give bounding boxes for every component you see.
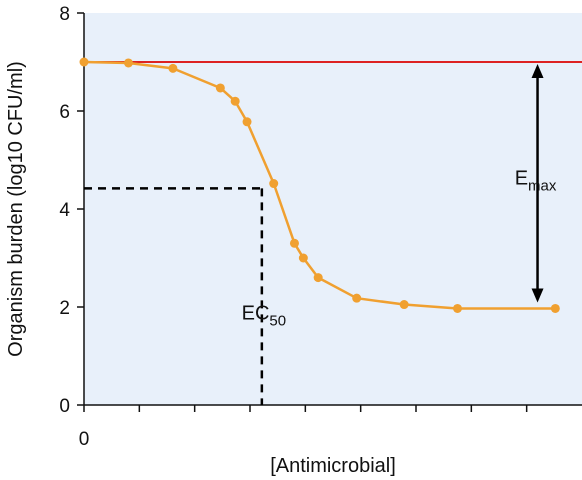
ec50-label: EC50 — [242, 302, 286, 329]
x-tick-label-0: 0 — [79, 429, 90, 450]
data-point — [168, 63, 178, 73]
emax-label-main: E — [515, 168, 528, 190]
y-tick-label-4: 4 — [59, 200, 70, 221]
data-point — [298, 253, 308, 263]
data-point — [230, 96, 240, 106]
plot-area — [84, 13, 582, 405]
data-point — [399, 300, 409, 310]
y-tick-label-6: 6 — [59, 102, 70, 123]
dose-response-curve — [83, 60, 556, 310]
emax-arrow-head-bottom — [531, 288, 544, 303]
y-tick-label-8: 8 — [59, 4, 70, 25]
emax-label: Emax — [515, 168, 557, 195]
x-axis-title: [Antimicrobial] — [270, 455, 396, 477]
y-tick-label-0: 0 — [59, 396, 70, 417]
data-point — [313, 273, 323, 283]
data-point — [215, 83, 225, 93]
emax-arrow-head-top — [531, 64, 544, 78]
data-point — [352, 293, 362, 303]
data-point — [550, 303, 560, 313]
data-point — [453, 303, 462, 313]
data-point — [269, 179, 279, 189]
ec50-label-sub: 50 — [269, 312, 286, 329]
y-axis-title: Organism burden (log10 CFU/ml) — [5, 61, 27, 357]
data-point — [123, 58, 133, 68]
y-tick-label-2: 2 — [59, 298, 70, 319]
emax-label-sub: max — [528, 178, 557, 195]
data-point — [289, 238, 299, 248]
data-point — [79, 57, 89, 67]
ec50-label-main: EC — [242, 302, 270, 324]
data-point — [242, 117, 252, 127]
